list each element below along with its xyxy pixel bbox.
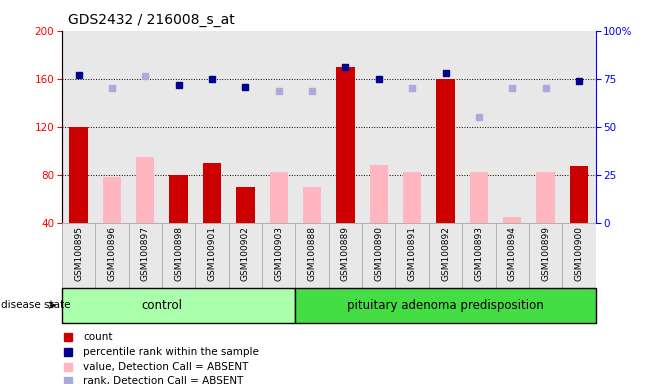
Bar	[329, 223, 362, 288]
Bar	[262, 223, 296, 288]
Bar	[462, 223, 495, 288]
Bar	[337, 67, 355, 223]
Bar	[203, 163, 221, 223]
Bar	[495, 223, 529, 288]
Bar	[62, 31, 95, 223]
Bar	[136, 157, 154, 223]
Text: GSM100889: GSM100889	[341, 226, 350, 281]
Bar	[536, 172, 555, 223]
Text: GSM100900: GSM100900	[574, 226, 583, 281]
Text: GSM100898: GSM100898	[174, 226, 183, 281]
Bar	[370, 165, 388, 223]
Bar	[195, 31, 229, 223]
Text: count: count	[83, 332, 113, 342]
Bar	[362, 31, 396, 223]
Bar	[262, 31, 296, 223]
Bar	[329, 31, 362, 223]
Bar	[296, 223, 329, 288]
Bar	[436, 79, 454, 223]
Text: GSM100890: GSM100890	[374, 226, 383, 281]
Text: disease state: disease state	[1, 300, 70, 310]
Text: GSM100903: GSM100903	[274, 226, 283, 281]
Bar	[296, 31, 329, 223]
Text: pituitary adenoma predisposition: pituitary adenoma predisposition	[347, 299, 544, 312]
Bar	[70, 127, 88, 223]
Bar	[128, 223, 162, 288]
Text: GSM100896: GSM100896	[107, 226, 117, 281]
Bar	[169, 175, 187, 223]
Bar	[303, 187, 321, 223]
Bar	[495, 31, 529, 223]
Text: GSM100902: GSM100902	[241, 226, 250, 281]
Bar	[529, 223, 562, 288]
Bar	[562, 223, 596, 288]
Bar	[396, 31, 429, 223]
Bar	[403, 172, 421, 223]
Bar	[62, 223, 95, 288]
Bar	[162, 223, 195, 288]
Text: GSM100893: GSM100893	[475, 226, 484, 281]
Text: GSM100895: GSM100895	[74, 226, 83, 281]
Text: GSM100888: GSM100888	[307, 226, 316, 281]
Bar	[562, 31, 596, 223]
Text: GSM100891: GSM100891	[408, 226, 417, 281]
Bar	[229, 31, 262, 223]
Text: GDS2432 / 216008_s_at: GDS2432 / 216008_s_at	[68, 13, 235, 27]
Text: GSM100897: GSM100897	[141, 226, 150, 281]
Bar	[570, 166, 588, 223]
Bar	[462, 31, 495, 223]
Bar	[429, 31, 462, 223]
Bar	[95, 223, 129, 288]
Bar	[195, 223, 229, 288]
Text: GSM100901: GSM100901	[208, 226, 217, 281]
Bar	[270, 172, 288, 223]
Bar	[429, 223, 462, 288]
Text: GSM100894: GSM100894	[508, 226, 517, 281]
Bar	[396, 223, 429, 288]
Bar	[162, 31, 195, 223]
Bar	[103, 177, 121, 223]
Bar	[229, 223, 262, 288]
Bar	[470, 172, 488, 223]
Bar	[362, 223, 396, 288]
Bar	[62, 288, 296, 323]
Bar	[296, 288, 596, 323]
Text: rank, Detection Call = ABSENT: rank, Detection Call = ABSENT	[83, 376, 243, 384]
Bar	[236, 187, 255, 223]
Bar	[529, 31, 562, 223]
Text: value, Detection Call = ABSENT: value, Detection Call = ABSENT	[83, 362, 249, 372]
Bar	[503, 217, 521, 223]
Bar	[128, 31, 162, 223]
Bar	[95, 31, 129, 223]
Text: GSM100899: GSM100899	[541, 226, 550, 281]
Text: control: control	[141, 299, 182, 312]
Text: GSM100892: GSM100892	[441, 226, 450, 281]
Text: percentile rank within the sample: percentile rank within the sample	[83, 347, 259, 358]
